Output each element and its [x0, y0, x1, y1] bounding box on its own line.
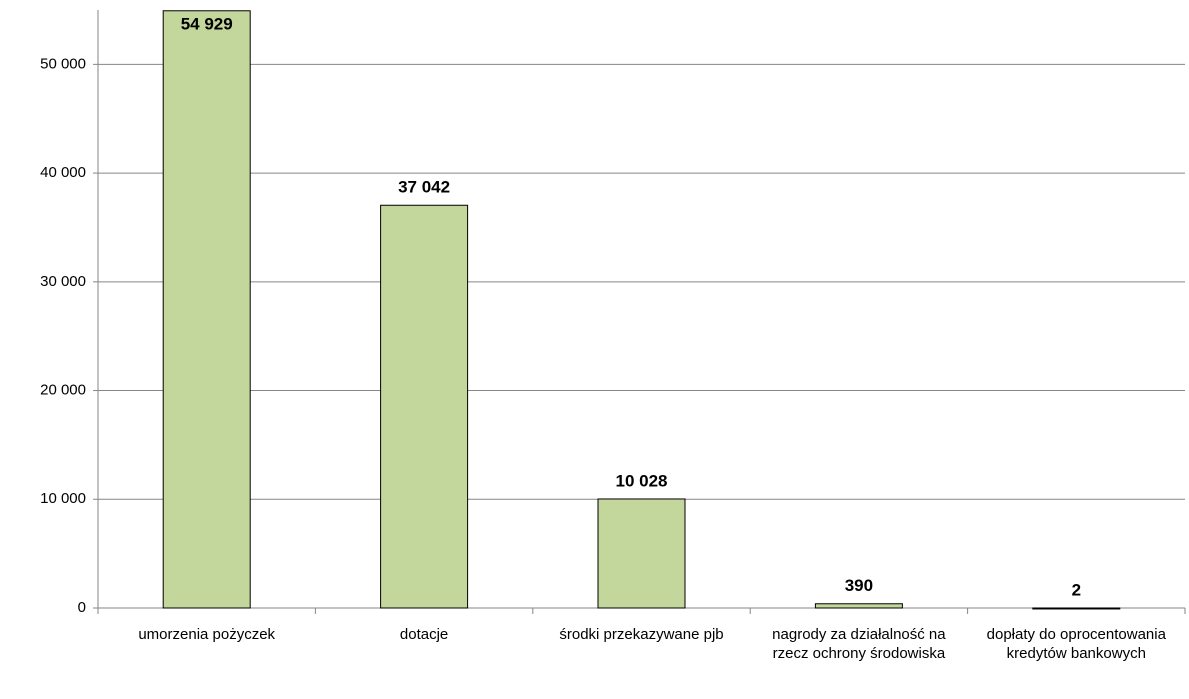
- bar: [814, 603, 903, 609]
- value-label: 54 929: [181, 14, 233, 33]
- y-tick-label: 20 000: [40, 382, 86, 399]
- y-tick-label: 10 000: [40, 490, 86, 507]
- value-label: 2: [1072, 580, 1081, 599]
- bar: [1032, 607, 1121, 610]
- x-tick-label: nagrody za działalność na rzecz ochrony ś…: [772, 626, 946, 662]
- value-label: 37 042: [398, 178, 450, 197]
- y-tick-label: 0: [78, 599, 86, 616]
- y-tick-label: 50 000: [40, 55, 86, 72]
- bar: [162, 10, 251, 609]
- x-tick-label: środki przekazywane pjb: [559, 626, 723, 643]
- x-tick-label: dopłaty do oprocentowania kredytów bankow…: [987, 626, 1167, 662]
- bar: [380, 204, 469, 609]
- value-label: 10 028: [616, 471, 668, 490]
- x-tick-label: umorzenia pożyczek: [138, 626, 275, 643]
- y-tick-label: 40 000: [40, 164, 86, 181]
- y-tick-label: 30 000: [40, 273, 86, 290]
- value-label: 390: [845, 576, 873, 595]
- x-tick-label: dotacje: [400, 626, 448, 643]
- bar: [597, 498, 686, 609]
